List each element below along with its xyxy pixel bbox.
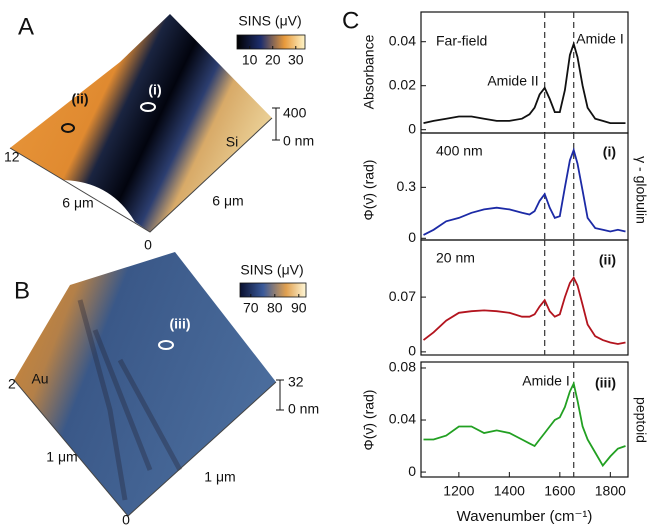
- x-tick-label: 1200: [443, 483, 474, 499]
- annotation: Amide II: [487, 73, 538, 89]
- y-tick-label: 0.04: [389, 411, 416, 427]
- panel-a: A SINS (μV) (i) (ii) Si 400 0 nm 12 6 μm…: [4, 13, 314, 253]
- y-tick-label: 0: [408, 343, 416, 359]
- y-tick-label: 0: [408, 229, 416, 245]
- figure: A SINS (μV) (i) (ii) Si 400 0 nm 12 6 μm…: [0, 0, 650, 529]
- region-label: (ii): [71, 91, 88, 107]
- colorbar-label: SINS (μV): [240, 262, 303, 278]
- y-tick-label: 0: [408, 120, 416, 136]
- axis-label: 1 μm: [204, 469, 235, 485]
- colorbar-tick-label: 90: [291, 300, 307, 316]
- colorbar-a: [237, 35, 305, 49]
- axis-label: 0: [144, 237, 152, 253]
- region-label: (iii): [170, 316, 191, 332]
- annotation: (iii): [595, 375, 616, 391]
- y-tick-label: 0.07: [389, 288, 416, 304]
- colorbar-tick-label: 70: [243, 300, 259, 316]
- y-axis-label: Φ(ν̄) (rad): [361, 390, 377, 451]
- y-tick-label: 0.04: [389, 32, 416, 48]
- page: A SINS (μV) (i) (ii) Si 400 0 nm 12 6 μm…: [0, 0, 650, 529]
- annotation: (i): [603, 144, 616, 160]
- annotation: Far-field: [436, 33, 487, 49]
- panel-letter: B: [14, 277, 30, 304]
- colorbar-tick-label: 10: [242, 52, 258, 68]
- annotation: Amide I: [522, 373, 569, 389]
- axis-label: 6 μm: [62, 195, 93, 211]
- axis-label: 12: [4, 149, 20, 165]
- annotation: (ii): [599, 252, 616, 268]
- spectrum-line: [424, 384, 626, 466]
- colorbar-label: SINS (μV): [238, 13, 301, 29]
- region-label: Au: [31, 371, 48, 387]
- side-label: γ - globulin: [633, 156, 649, 224]
- axis-label: 0: [122, 512, 130, 528]
- scale-label: 32: [288, 374, 304, 390]
- scale-label: 0 nm: [288, 401, 319, 417]
- spectrum-line: [424, 150, 626, 235]
- scale-bar: [276, 380, 284, 410]
- y-tick-label: 0.3: [397, 178, 417, 194]
- x-axis-label: Wavenumber (cm⁻¹): [457, 508, 593, 525]
- region-label: (i): [148, 82, 161, 98]
- x-tick-label: 1400: [494, 483, 525, 499]
- colorbar-b: [240, 283, 306, 297]
- x-tick-label: 1600: [544, 483, 575, 499]
- y-tick-label: 0.08: [389, 359, 416, 375]
- scale-label: 0 nm: [283, 133, 314, 149]
- colorbar-tick-label: 20: [265, 52, 281, 68]
- axis-label: 6 μm: [212, 193, 243, 209]
- x-tick-label: 1800: [595, 483, 626, 499]
- panel-letter: A: [18, 13, 34, 40]
- y-axis-label: Absorbance: [361, 34, 377, 109]
- axis-label: 1 μm: [46, 449, 77, 465]
- panel-b: B SINS (μV) (iii) Au 32 0 nm 2 1 μm 1 μm…: [8, 252, 319, 528]
- colorbar-tick-label: 30: [288, 52, 304, 68]
- region-label: Si: [226, 134, 238, 150]
- annotation: 400 nm: [436, 143, 483, 159]
- surface-b: [14, 252, 276, 516]
- annotation: Amide I: [576, 31, 623, 47]
- axis-label: 2: [8, 376, 16, 392]
- scale-label: 400: [283, 105, 307, 121]
- annotation: 20 nm: [436, 250, 475, 266]
- y-tick-label: 0.02: [389, 76, 416, 92]
- y-axis-label: Φ(ν̄) (rad): [361, 160, 377, 221]
- colorbar-tick-label: 80: [267, 300, 283, 316]
- side-label: peptoid: [633, 397, 649, 443]
- panel-letter: C: [342, 7, 359, 34]
- y-tick-label: 0: [408, 463, 416, 479]
- scale-bar: [272, 108, 280, 140]
- spectrum-line: [424, 278, 626, 344]
